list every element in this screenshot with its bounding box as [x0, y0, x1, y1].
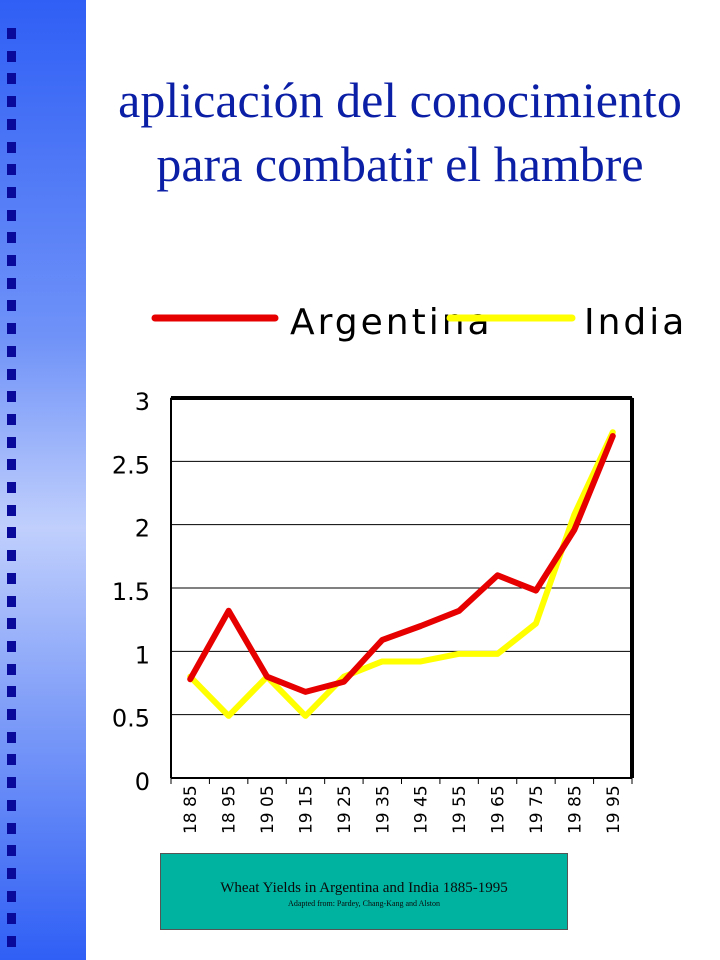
- sidebar-bullet: [7, 255, 16, 266]
- sidebar-bullet: [7, 867, 16, 879]
- sidebar-bullet: [7, 913, 16, 925]
- sidebar-bullet: [7, 754, 16, 766]
- y-tick-label: 0.5: [112, 705, 150, 733]
- sidebar-bullet: [7, 73, 16, 85]
- caption-main: Wheat Yields in Argentina and India 1885…: [220, 880, 508, 896]
- sidebar-bullet: [7, 186, 16, 198]
- sidebar-bullet: [7, 504, 16, 516]
- sidebar-bullet: [7, 709, 16, 720]
- x-tick-label: 18 95: [220, 785, 240, 834]
- sidebar-bullet: [7, 232, 16, 244]
- sidebar-bullet: [7, 164, 16, 176]
- x-tick-label: 19 25: [335, 785, 355, 834]
- chart: Argentina India 0 0.5 1 1.5 2 2.5 3 18 85 18 95 19…: [112, 302, 687, 834]
- sidebar-bullet: [7, 890, 16, 902]
- slide-title-line-1: aplicación del conocimiento: [118, 72, 682, 128]
- sidebar-bullet: [7, 799, 16, 811]
- sidebar-bullet: [7, 391, 16, 403]
- x-tick-label: 19 05: [258, 785, 278, 834]
- sidebar-bullet: [7, 663, 16, 675]
- sidebar-bullet: [7, 277, 16, 289]
- sidebar-bullet: [7, 323, 16, 335]
- sidebar-bullet: [7, 28, 16, 39]
- sidebar-bullet: [7, 459, 16, 471]
- sidebar-bullet: [7, 482, 16, 493]
- sidebar-bullet: [7, 436, 16, 448]
- x-tick-label: 19 75: [527, 785, 547, 834]
- y-tick-label: 1.5: [112, 578, 150, 606]
- series-line-india: [187, 429, 616, 719]
- sidebar-bullet: [7, 209, 16, 221]
- sidebar-bullet: [7, 300, 16, 312]
- x-tick-label: 19 35: [373, 785, 393, 834]
- sidebar-bullet: [7, 527, 16, 539]
- y-tick-label: 0: [135, 768, 150, 796]
- sidebar-bullet: [7, 777, 16, 789]
- sidebar-bullet: [7, 618, 16, 630]
- slide-title-line-2: para combatir el hambre: [156, 136, 644, 192]
- x-tick-label: 19 95: [604, 785, 624, 834]
- sidebar-bullet: [7, 572, 16, 584]
- x-tick-label: 19 45: [412, 785, 432, 834]
- sidebar-bullet: [7, 595, 16, 607]
- y-tick-label: 1: [135, 641, 150, 669]
- sidebar-bullet: [7, 845, 16, 857]
- legend: Argentina India: [151, 302, 687, 343]
- x-tick-label: 19 65: [489, 785, 509, 834]
- sidebar-bullet: [7, 936, 16, 947]
- y-tick-label: 3: [135, 388, 150, 416]
- chart-caption: Wheat Yields in Argentina and India 1885…: [160, 853, 568, 930]
- slide-title: aplicación del conocimiento para combati…: [60, 68, 720, 196]
- sidebar-bullet: [7, 550, 16, 562]
- y-tick-label: 2: [135, 515, 150, 543]
- sidebar-bullet: [7, 731, 16, 743]
- sidebar-bullet: [7, 96, 16, 108]
- sidebar-bullet: [7, 141, 16, 153]
- series-line-argentina: [187, 433, 616, 695]
- sidebar-decoration: [0, 0, 86, 960]
- sidebar-bullet: [7, 368, 16, 380]
- x-tick-label: 19 15: [296, 785, 316, 834]
- x-tick-label: 19 55: [450, 785, 470, 834]
- sidebar-bullet: [7, 118, 16, 130]
- sidebar-bullet: [7, 686, 16, 698]
- sidebar-bullet: [7, 640, 16, 652]
- sidebar-bullet: [7, 345, 16, 357]
- legend-label-argentina: Argentina: [290, 302, 493, 343]
- sidebar-bullet: [7, 50, 16, 62]
- y-tick-label: 2.5: [112, 451, 150, 479]
- legend-label-india: India: [584, 302, 687, 343]
- x-tick-label: 19 85: [565, 785, 585, 834]
- plot-area: 0 0.5 1 1.5 2 2.5 3 18 85 18 95 19 05 19 15 19 25 19…: [112, 388, 634, 834]
- sidebar-bullet: [7, 822, 16, 834]
- x-tick-label: 18 85: [181, 785, 201, 834]
- caption-source: Adapted from: Pardey, Chang-Kang and Als…: [288, 899, 440, 908]
- sidebar-bullet: [7, 413, 16, 425]
